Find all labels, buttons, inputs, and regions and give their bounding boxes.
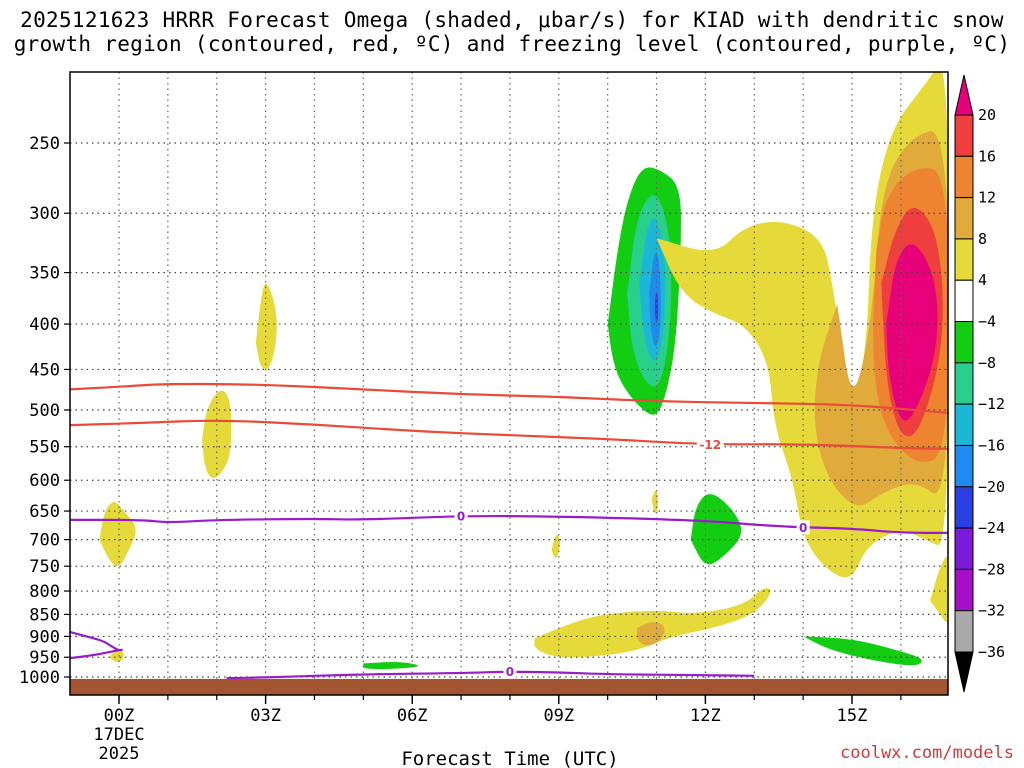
- omega-region-3: [649, 252, 661, 346]
- omega-region-4: [655, 291, 658, 323]
- x-tick-label-00Z: 00Z: [104, 706, 135, 726]
- colorbar-band-9: [954, 486, 974, 529]
- chart-title-line-2: growth region (contoured, red, ºC) and f…: [13, 32, 1011, 56]
- omega-region-17: [651, 490, 659, 514]
- omega-region-16: [551, 534, 560, 558]
- temp-contour-0: [70, 419, 948, 450]
- colorbar-band-2: [954, 197, 974, 240]
- colorbar-band-12: [954, 610, 974, 653]
- y-tick-label-300: 300: [29, 204, 60, 224]
- y-tick-label-1000: 1000: [19, 668, 60, 688]
- contour-label-bg-4: [503, 664, 517, 679]
- omega-region-11: [202, 390, 232, 479]
- colorbar-label-0: 20: [978, 106, 996, 124]
- y-tick-label-850: 850: [29, 605, 60, 625]
- omega-region-13: [109, 651, 124, 663]
- omega-region-20: [803, 636, 922, 666]
- omega-region-12: [99, 502, 136, 567]
- colorbar-label-3: 8: [978, 230, 987, 248]
- x-tick-label-06Z: 06Z: [397, 706, 428, 726]
- y-tick-label-550: 550: [29, 438, 60, 458]
- colorbar-label-1: 16: [978, 147, 996, 165]
- x-tick-label-12Z: 12Z: [690, 706, 721, 726]
- omega-region-15: [637, 622, 665, 646]
- colorbar-band-3: [954, 238, 974, 281]
- contour-label-0: -12: [699, 438, 721, 452]
- omega-region-18: [930, 557, 948, 623]
- colorbar-label-9: −20: [978, 478, 1005, 496]
- x-tick-label-15Z: 15Z: [837, 706, 868, 726]
- colorbar-band-8: [954, 444, 974, 488]
- colorbar-label-5: −4: [978, 313, 996, 331]
- y-tick-label-450: 450: [29, 360, 60, 380]
- plot-frame: [69, 71, 949, 696]
- omega-region-9: [886, 244, 938, 421]
- omega-region-21: [363, 662, 419, 670]
- x-axis-label: Forecast Time (UTC): [401, 748, 618, 768]
- colorbar-label-12: −32: [978, 602, 1005, 620]
- y-tick-label-750: 750: [29, 557, 60, 577]
- chart-title-line-1: 2025121623 HRRR Forecast Omega (shaded, …: [20, 8, 1004, 32]
- colorbar-top-tip: [954, 74, 974, 116]
- temp-contour-4: [226, 670, 755, 680]
- colorbar-bottom-tip: [954, 651, 974, 693]
- y-tick-label-600: 600: [29, 471, 60, 491]
- colorbar-band-1: [954, 155, 974, 199]
- y-tick-label-400: 400: [29, 315, 60, 335]
- colorbar-label-6: −8: [978, 354, 996, 372]
- colorbar-band-11: [954, 568, 974, 612]
- credit-text: coolwx.com/models: [840, 743, 1014, 763]
- temp-contour-1: [70, 382, 948, 415]
- x-year-label: 2025: [99, 744, 140, 764]
- contour-label-3: 0: [799, 521, 807, 535]
- y-tick-label-500: 500: [29, 401, 60, 421]
- y-tick-label-350: 350: [29, 264, 60, 284]
- omega-region-19: [690, 494, 742, 565]
- colorbar-band-0: [954, 114, 974, 157]
- y-tick-label-250: 250: [29, 134, 60, 154]
- colorbar-band-5: [954, 321, 974, 364]
- y-tick-label-650: 650: [29, 502, 60, 522]
- contour-label-bg-0: [696, 437, 724, 452]
- x-tick-label-03Z: 03Z: [250, 706, 281, 726]
- colorbar-label-10: −24: [978, 519, 1005, 537]
- colorbar-band-10: [954, 527, 974, 570]
- colorbar-label-7: −12: [978, 395, 1005, 413]
- y-tick-label-800: 800: [29, 582, 60, 602]
- temp-contour-5: [70, 631, 123, 660]
- contour-label-bg-2: [454, 508, 468, 523]
- colorbar-label-8: −16: [978, 436, 1005, 454]
- colorbar-label-2: 12: [978, 189, 996, 207]
- temp-contour-2: [70, 514, 948, 534]
- colorbar-band-6: [954, 362, 974, 405]
- colorbar-band-4: [954, 279, 974, 323]
- contour-label-2: 0: [457, 509, 465, 523]
- colorbar-label-13: −36: [978, 643, 1005, 661]
- y-tick-label-700: 700: [29, 531, 60, 551]
- x-tick-label-09Z: 09Z: [543, 706, 574, 726]
- colorbar-label-11: −28: [978, 560, 1005, 578]
- contour-label-bg-3: [796, 520, 810, 535]
- colorbar-label-4: 4: [978, 271, 987, 289]
- contour-label-4: 0: [506, 665, 514, 679]
- omega-region-10: [255, 283, 277, 370]
- colorbar-band-7: [954, 403, 974, 446]
- y-tick-label-900: 900: [29, 627, 60, 647]
- y-tick-label-950: 950: [29, 648, 60, 668]
- x-date-label: 17DEC: [93, 725, 144, 745]
- terrain-band: [70, 678, 948, 695]
